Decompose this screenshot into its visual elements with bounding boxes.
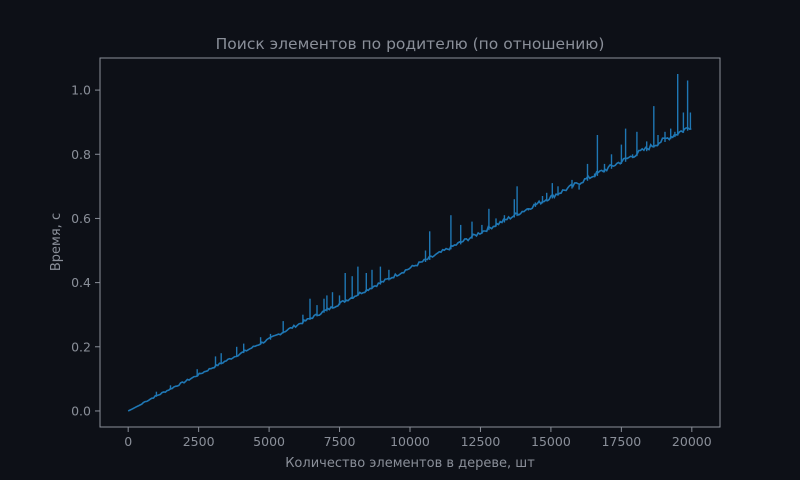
x-tick-label: 10000 [390, 434, 430, 449]
x-tick-label: 0 [124, 434, 132, 449]
x-tick-label: 17500 [601, 434, 641, 449]
plot-area [127, 74, 692, 412]
y-axis-title: Время, с [49, 213, 64, 271]
y-tick-label: 0.6 [71, 211, 91, 226]
chart-title: Поиск элементов по родителю (по отношени… [216, 35, 605, 53]
y-axis: 0.0 0.2 0.4 0.6 0.8 1.0 [71, 83, 100, 418]
y-tick-label: 0.2 [71, 339, 91, 354]
y-tick-label: 1.0 [71, 83, 91, 98]
x-tick-label: 5000 [253, 434, 285, 449]
y-tick-label: 0.8 [71, 147, 91, 162]
x-tick-label: 15000 [531, 434, 571, 449]
x-tick-label: 12500 [461, 434, 501, 449]
x-tick-label: 20000 [672, 434, 712, 449]
y-tick-label: 0.4 [71, 275, 91, 290]
x-tick-label: 2500 [183, 434, 215, 449]
x-axis-title: Количество элементов в дереве, шт [285, 456, 535, 471]
y-tick-label: 0.0 [71, 403, 91, 418]
x-tick-label: 7500 [324, 434, 356, 449]
x-axis: 0 2500 5000 7500 10000 12500 15000 17500 20000 [124, 427, 712, 449]
